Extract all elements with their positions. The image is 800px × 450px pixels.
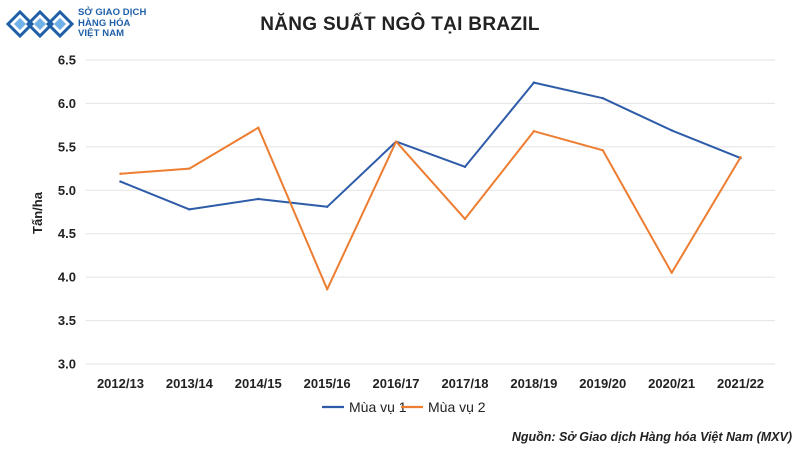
x-tick-label: 2020/21 [648,376,695,391]
x-axis-ticks: 2012/13 2013/14 2014/15 2015/16 2016/17 2017/… [97,376,764,391]
legend: Mùa vụ 1 Mùa vụ 2 [322,399,486,415]
y-tick-label: 5.5 [58,139,76,154]
data-point [119,172,122,175]
x-tick-label: 2016/17 [373,376,420,391]
data-point [119,180,122,183]
legend-label: Mùa vụ 1 [349,399,407,415]
data-point [532,81,536,84]
chart-title: NĂNG SUẤT NGÔ TẠI BRAZIL [260,14,540,35]
data-point [463,165,467,169]
source-note: Nguồn: Sở Giao dịch Hàng hóa Việt Nam (M… [511,430,792,444]
x-tick-label: 2019/20 [579,376,626,391]
logo-line-1: SỞ GIAO DỊCH [78,7,147,18]
data-point [188,208,191,211]
y-tick-label: 4.0 [58,270,76,285]
data-point [670,271,673,274]
data-point [325,205,329,208]
data-point [670,129,673,132]
data-point [601,149,604,152]
y-tick-label: 3.0 [58,357,76,372]
y-axis-ticks: 3.0 3.5 4.0 4.5 5.0 5.5 6.0 6.5 [58,53,76,372]
data-point [257,126,260,129]
data-point [463,217,467,221]
y-tick-label: 5.0 [58,183,76,198]
exchange-logo-icon [6,9,75,39]
y-tick-label: 6.0 [58,96,76,111]
x-tick-label: 2021/22 [717,376,764,391]
y-tick-label: 4.5 [58,226,76,241]
data-point [739,156,742,159]
y-axis-label: Tấn/ha [30,191,45,234]
series-line-2 [119,126,742,291]
x-tick-label: 2015/16 [304,376,351,391]
x-tick-label: 2018/19 [510,376,557,391]
data-point [325,288,329,291]
series-lines [119,81,742,291]
data-point [188,167,191,170]
y-tick-label: 3.5 [58,313,76,328]
x-tick-label: 2013/14 [166,376,214,391]
series-line-1 [119,81,742,211]
data-point [601,97,604,100]
data-point [394,140,398,143]
x-tick-label: 2012/13 [97,376,144,391]
exchange-logo-text: SỞ GIAO DỊCH HÀNG HÓA VIỆT NAM [78,7,147,40]
y-tick-label: 6.5 [58,53,76,68]
logo-line-2: HÀNG HÓA [78,17,131,29]
data-point [257,197,260,201]
legend-label: Mùa vụ 2 [428,399,486,415]
gridlines [86,59,775,365]
x-tick-label: 2017/18 [441,376,488,391]
x-tick-label: 2014/15 [235,376,282,391]
data-point [532,130,536,133]
logo-line-3: VIỆT NAM [78,28,125,39]
